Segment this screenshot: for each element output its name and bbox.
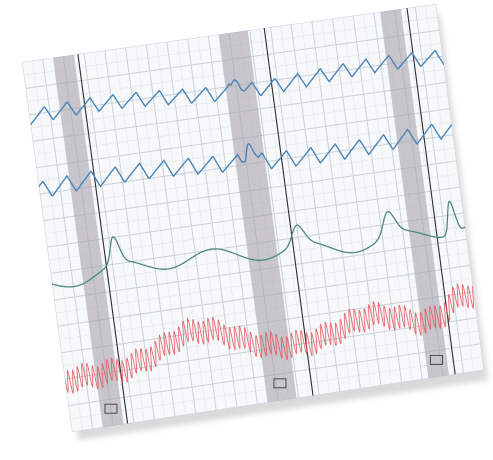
band-labels [104, 354, 443, 414]
marker-line [263, 27, 314, 396]
paper-content [22, 4, 484, 432]
trace-cardio [51, 200, 466, 288]
shaded-band [380, 8, 449, 379]
trace-pneumo-upper [29, 49, 445, 126]
band-label-box [104, 403, 118, 414]
marker-line [77, 54, 129, 424]
band-label-box [273, 378, 287, 389]
trace-group [29, 49, 474, 395]
band-label-box [430, 354, 443, 365]
trace-gsr [64, 283, 474, 395]
shaded-bands [53, 8, 449, 428]
shaded-band [53, 54, 124, 428]
trace-pneumo-lower [38, 123, 453, 197]
shaded-band [218, 30, 297, 403]
